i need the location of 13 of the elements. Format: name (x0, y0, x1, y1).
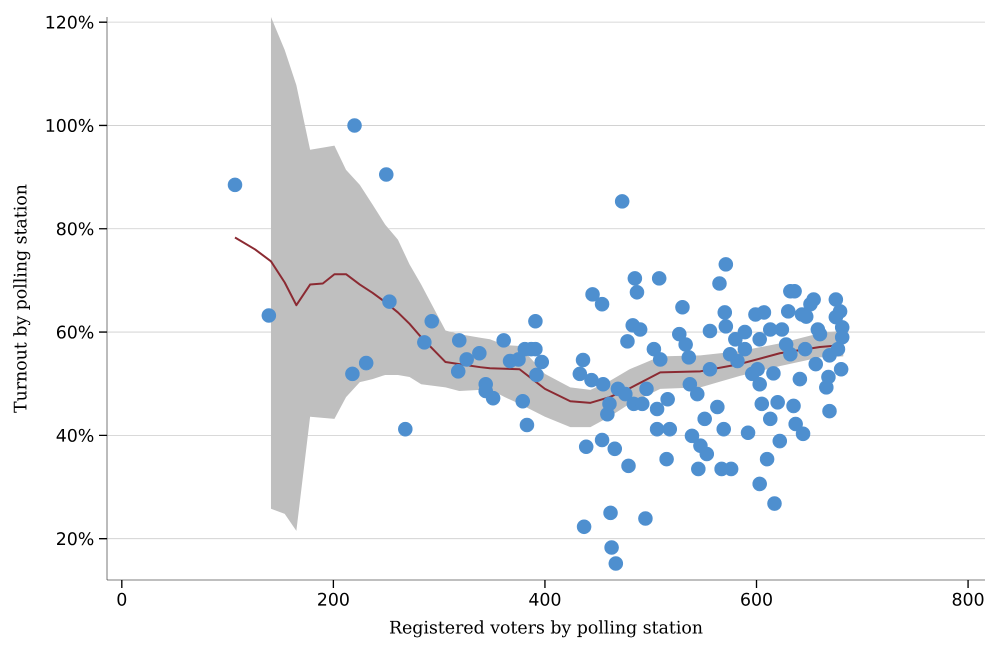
y-tick-label: 40% (56, 428, 94, 442)
x-tick-label: 400 (529, 592, 560, 606)
y-tick-label: 20% (57, 532, 94, 546)
y-tick-label: 80% (56, 222, 94, 236)
y-axis-title: Turnout by polling station (13, 184, 30, 413)
x-tick-label: 600 (741, 592, 772, 606)
y-tick-label: 120% (46, 16, 94, 29)
x-tick-label: 0 (117, 592, 126, 606)
x-axis-title: Registered voters by polling station (390, 620, 703, 638)
x-tick-label: 800 (952, 592, 984, 606)
x-tick-label: 200 (318, 592, 349, 606)
y-tick-label: 60% (56, 326, 94, 339)
y-tick-label: 100% (46, 118, 94, 132)
